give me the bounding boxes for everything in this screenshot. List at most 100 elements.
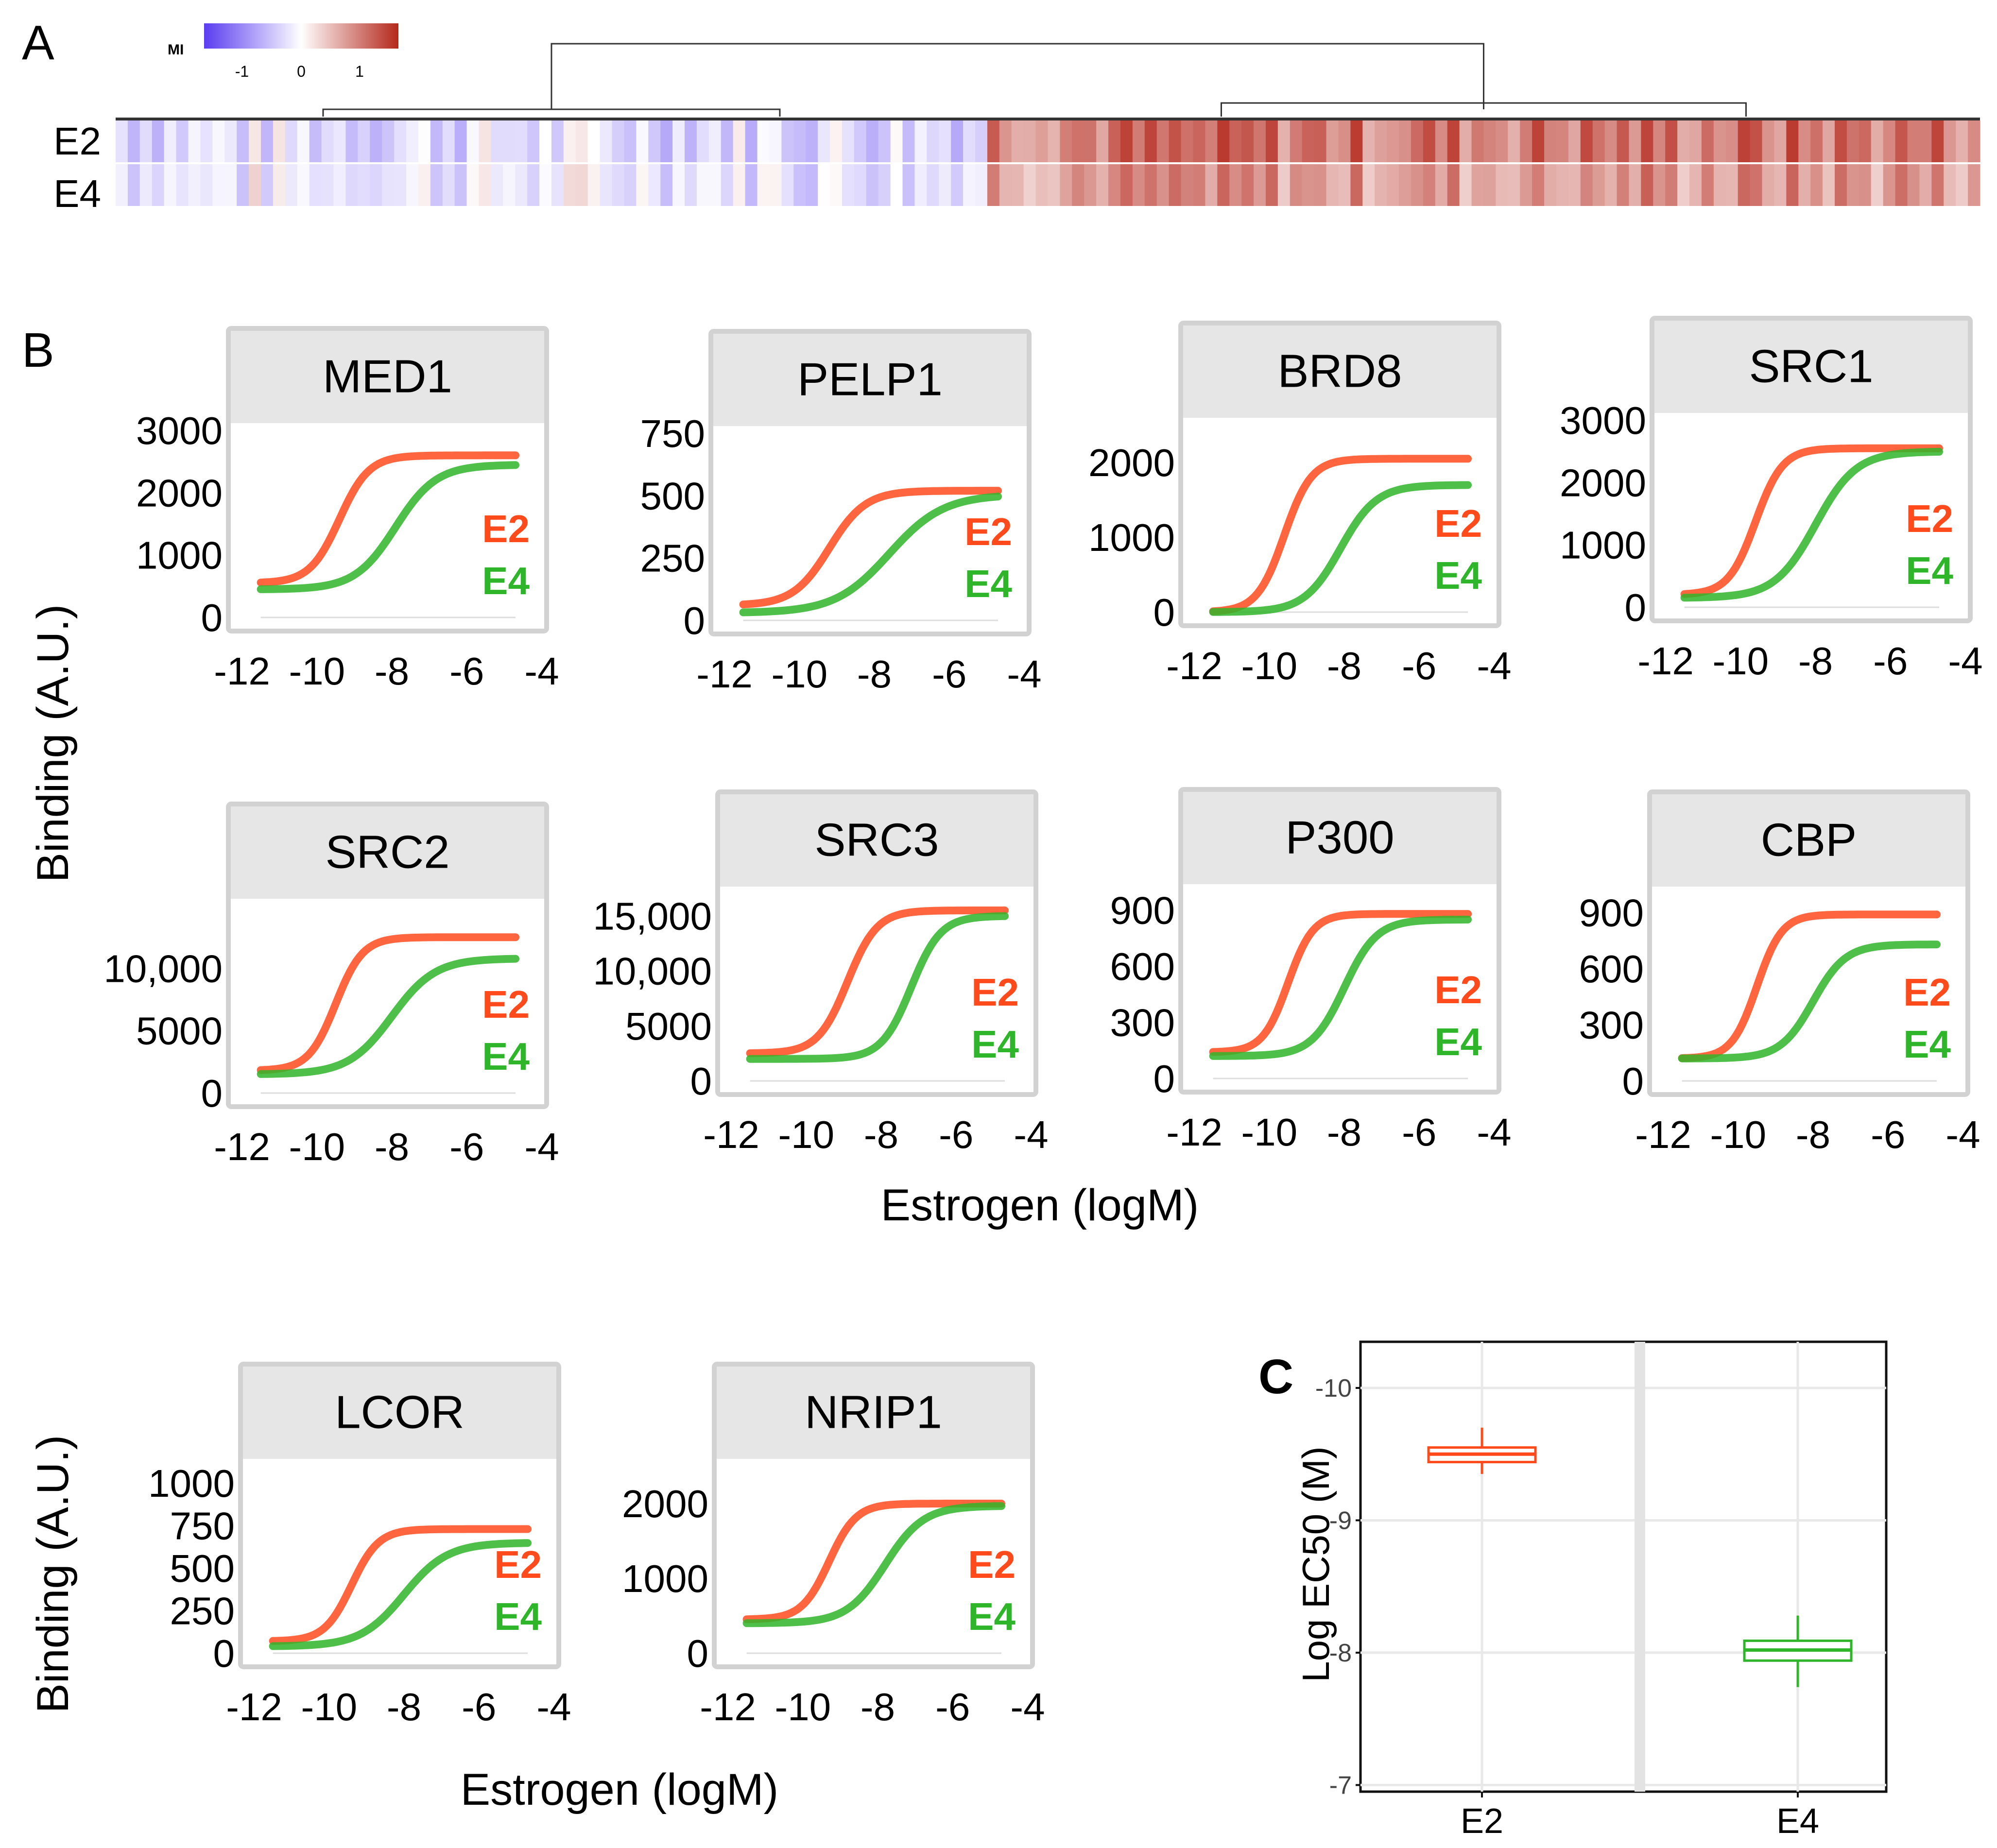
heatmap-cell [1956,164,1968,206]
legend-e2: E2 [1903,971,1951,1014]
heatmap-cell [164,120,177,162]
heatmap-cell [1835,164,1847,206]
heatmap-cell [1846,120,1859,162]
x-tick-label: -4 [524,650,559,693]
curve-e4 [257,461,519,593]
y-tick-label: 750 [640,412,705,455]
y-tick-label: 0 [1153,591,1175,634]
y-tick-label: 1000 [136,534,223,577]
curve-e4 [742,1502,1005,1627]
heatmap-cell [1907,120,1920,162]
boxplot-frame [1359,1340,1888,1793]
curve-e2 [257,933,519,1074]
dose-response-nrip1: NRIP1 -12 -10 -8 -6 -4 2000 1000 0 E2 E4 [622,1362,1045,1728]
heatmap-cell [1096,164,1109,206]
dendrogram-link [551,43,1484,109]
heatmap-cell [781,120,794,162]
dose-response-src2: SRC2 -12 -10 -8 -6 -4 10,000 5000 0 E2 E4 [103,802,559,1168]
y-tick-label: 0 [687,1632,709,1675]
legend-e4: E4 [971,1023,1019,1066]
heatmap-cell [1846,164,1859,206]
heatmap-cell [418,164,431,206]
heatmap-cell [1265,120,1278,162]
heatmap-cell [648,120,661,162]
curve-e2 [746,907,1009,1057]
facet-strip [713,334,1027,426]
heatmap-cell [1277,164,1291,206]
facet-title: SRC3 [814,814,939,866]
heatmap-cell [1653,120,1666,162]
heatmap-cell [273,164,286,206]
x-tick-label: -10 [775,1685,831,1728]
y-tick-label: 2000 [1088,441,1175,484]
boxplot-y-title: Log EC50 (M) [1294,1446,1337,1682]
heatmap-cell [1290,164,1303,206]
x-tick-label: -10 [1712,639,1769,683]
heatmap-cell [1229,120,1242,162]
heatmap-cell [769,164,782,206]
heatmap-cell [1725,164,1739,206]
heatmap-cell [1568,120,1581,162]
x-tick-label: -12 [703,1113,759,1156]
heatmap-cell [260,164,274,206]
x-tick-label: -10 [771,652,827,696]
heatmap-cell [1810,120,1823,162]
x-tick-label: -6 [1402,644,1436,687]
heatmap-cell [237,164,249,206]
facet-title: NRIP1 [805,1386,942,1438]
heatmap-cell [1931,164,1944,206]
heatmap-cell [563,164,576,206]
heatmap-cell [1048,120,1061,162]
curve-e2 [739,487,1002,609]
heatmap-cell [818,164,830,206]
heatmap-cell [1120,120,1133,162]
panel-b-plots: MED1-12 -10 -8 -6 -43000200010000E2E4PELP1-1… [103,316,1983,1728]
heatmap-cell [1459,164,1472,206]
heatmap-cell [442,120,455,162]
heatmap-cell [987,120,1000,162]
heatmap-cell [1944,120,1956,162]
heatmap-cell [696,164,709,206]
heatmap-cell [1399,164,1412,206]
heatmap-cell [1435,164,1448,206]
heatmap-cell [1144,120,1157,162]
facet-strip [231,806,544,899]
heatmap-cell [345,164,358,206]
heatmap-cell [1532,164,1545,206]
heatmap-cell [636,164,649,206]
y-tick-label: 1000 [1560,524,1646,567]
x-tick-label: -4 [1010,1685,1045,1728]
x-tick-label: -6 [462,1685,496,1728]
heatmap-cell [1689,120,1702,162]
heatmap-cell [721,120,734,162]
heatmap-cell [1229,164,1242,206]
facet-title: SRC2 [325,826,449,878]
panel-letter-b: B [22,323,54,377]
heatmap-legend-tick: 0 [297,63,306,80]
heatmap-cell [1738,164,1751,206]
heatmap-cell [1653,164,1666,206]
heatmap-cell [1023,120,1036,162]
heatmap-cell [1956,120,1968,162]
y-tick-label: 600 [1110,945,1175,988]
heatmap-cell [1604,164,1618,206]
x-tick-label: -10 [289,1125,345,1168]
box-e2 [1427,1427,1537,1474]
heatmap-cell [1762,120,1775,162]
heatmap-cell [890,120,903,162]
heatmap-cell [1290,120,1303,162]
x-tick-label: -12 [214,650,270,693]
heatmap-cell [1713,164,1726,206]
heatmap-cell [527,164,540,206]
x-tick-label: E2 [1461,1802,1503,1841]
heatmap-cell [1604,120,1618,162]
x-tick-label: -12 [1166,1111,1222,1154]
heatmap-legend-label: MI [168,42,184,58]
heatmap-cell [999,120,1012,162]
x-tick-label: -4 [1007,652,1041,696]
heatmap-cell [769,120,782,162]
heatmap-cell [1314,164,1327,206]
x-tick-label: -6 [449,1125,484,1168]
legend-e4: E4 [964,562,1012,605]
